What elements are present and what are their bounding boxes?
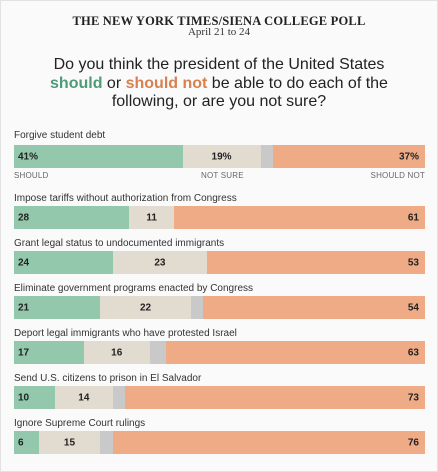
bar-segment-not-sure: 23 — [112, 251, 208, 274]
bar-segment-gap — [112, 386, 125, 409]
category-label: Grant legal status to undocumented immig… — [14, 238, 225, 249]
legend-should-label: SHOULD — [14, 171, 49, 180]
bar-segment-should: 21 — [14, 296, 101, 319]
data-label-should: 17 — [18, 347, 30, 358]
survey-question: Do you think the president of the United… — [40, 56, 398, 112]
bar-segment-should: 6 — [14, 431, 39, 454]
category-label: Eliminate government programs enacted by… — [14, 283, 254, 294]
data-label-not-sure: 23 — [154, 257, 166, 268]
data-label-not-sure: 19% — [211, 151, 232, 162]
stacked-bar: 17 16 63 — [14, 341, 425, 364]
data-label-should: 6 — [18, 437, 24, 448]
bar-segment-gap — [100, 431, 113, 454]
question-keyword-should-not: should not — [125, 74, 208, 92]
bar-segment-gap — [260, 145, 273, 168]
stacked-bar: 24 23 53 — [14, 251, 425, 274]
data-label-should: 24 — [18, 257, 30, 268]
question-text-pre: Do you think the president of the United… — [53, 56, 385, 73]
data-label-should: 21 — [18, 302, 30, 313]
bar-segment-should-not: 53 — [207, 251, 425, 274]
data-label-not-sure: 11 — [146, 212, 157, 223]
bar-segment-should-not: 73 — [124, 386, 425, 409]
stacked-bar: 41% 19% 37% — [14, 145, 425, 168]
legend-should-not-label: SHOULD NOT — [370, 171, 425, 180]
bar-segment-should-not: 63 — [166, 341, 425, 364]
question-keyword-should: should — [50, 74, 103, 92]
category-label: Forgive student debt — [14, 130, 106, 141]
data-label-should: 28 — [18, 212, 30, 223]
stacked-bar: 6 15 76 — [14, 431, 425, 454]
bar-segment-should: 24 — [14, 251, 113, 274]
bar-segment-gap — [149, 341, 167, 364]
bar-segment-should-not: 54 — [203, 296, 425, 319]
bar-segment-not-sure: 19% — [182, 145, 261, 168]
data-label-should-not: 76 — [407, 437, 419, 448]
bar-segment-not-sure: 16 — [83, 341, 150, 364]
poll-source: THE NEW YORK TIMES/SIENA COLLEGE POLL — [72, 14, 366, 28]
stacked-bar: 21 22 54 — [14, 296, 425, 319]
legend-not-sure-label: NOT SURE — [201, 171, 244, 180]
bar-segment-should: 41% — [14, 145, 183, 168]
data-label-should-not: 73 — [407, 392, 419, 403]
data-label-not-sure: 15 — [63, 437, 76, 448]
data-label-should-not: 54 — [407, 302, 419, 313]
bar-segment-not-sure: 11 — [129, 206, 175, 229]
bar-segment-should-not: 37% — [272, 145, 425, 168]
bar-segment-should-not: 61 — [174, 206, 425, 229]
category-label: Ignore Supreme Court rulings — [14, 418, 146, 429]
data-label-not-sure: 22 — [139, 302, 152, 313]
bar-segment-should: 28 — [14, 206, 130, 229]
category-label: Impose tariffs without authorization fro… — [14, 193, 237, 204]
category-label: Deport legal immigrants who have protest… — [14, 328, 237, 339]
data-label-should-not: 61 — [407, 212, 419, 223]
data-label-should-not: 37% — [398, 151, 419, 162]
poll-dates: April 21 to 24 — [187, 26, 251, 38]
data-label-not-sure: 16 — [111, 347, 123, 358]
question-text-mid: or — [102, 74, 126, 92]
bar-segment-gap — [190, 296, 204, 319]
stacked-bar: 28 11 61 — [14, 206, 425, 229]
data-label-should: 41% — [18, 151, 39, 162]
data-label-should-not: 63 — [407, 347, 419, 358]
stacked-bar: 10 14 73 — [14, 386, 425, 409]
data-label-should-not: 53 — [407, 257, 419, 268]
bar-segment-not-sure: 22 — [100, 296, 191, 319]
question-text-post: be able to do each of the following, or … — [111, 74, 388, 111]
bar-segment-not-sure: 15 — [38, 431, 101, 454]
data-label-not-sure: 14 — [78, 392, 90, 403]
bar-segment-should: 17 — [14, 341, 84, 364]
bar-segment-should-not: 76 — [112, 431, 425, 454]
category-label: Send U.S. citizens to prison in El Salva… — [14, 373, 202, 384]
data-label-should: 10 — [18, 392, 30, 403]
bar-segment-should: 10 — [14, 386, 56, 409]
bar-segment-not-sure: 14 — [55, 386, 113, 409]
